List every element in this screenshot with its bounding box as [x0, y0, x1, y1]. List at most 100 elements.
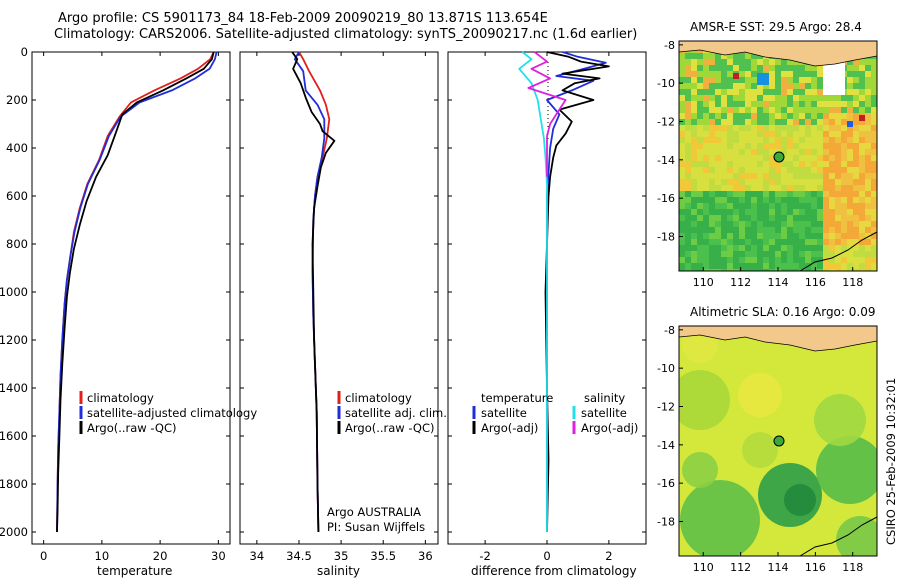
sst-cell — [679, 179, 685, 185]
sst-cell — [691, 59, 697, 65]
map-y-tick-label: -10 — [657, 362, 675, 375]
sst-cell — [775, 113, 781, 119]
sst-cell — [721, 251, 727, 257]
sst-cell — [703, 137, 709, 143]
sst-cell — [757, 269, 763, 271]
sst-cell — [853, 59, 859, 65]
sst-cell — [823, 215, 829, 221]
sst-cell — [793, 71, 799, 77]
sst-cell — [691, 83, 697, 89]
sst-cell — [859, 263, 865, 269]
sst-cell — [853, 197, 859, 203]
sst-cell — [871, 233, 877, 239]
sst-cell — [775, 209, 781, 215]
sla-argo-marker — [773, 435, 785, 447]
sst-cell — [841, 245, 847, 251]
sst-cell — [781, 233, 787, 239]
sst-cell — [823, 137, 829, 143]
sst-cell — [811, 113, 817, 119]
sst-cell — [775, 107, 781, 113]
sst-cell — [769, 263, 775, 269]
salinity-plot-frame — [239, 51, 439, 545]
sst-cell — [847, 125, 853, 131]
sst-cell — [793, 263, 799, 269]
sst-cell — [697, 257, 703, 263]
x-tick-label: 0 — [543, 549, 550, 563]
sst-cell — [859, 185, 865, 191]
sst-cell — [817, 203, 823, 209]
sst-cell — [751, 137, 757, 143]
sst-cell — [679, 83, 685, 89]
sst-cell — [727, 179, 733, 185]
sst-cell — [769, 197, 775, 203]
sst-cell — [823, 101, 829, 107]
sst-cell — [859, 95, 865, 101]
sst-cell — [799, 119, 805, 125]
sst-cell — [733, 161, 739, 167]
sst-cell — [703, 263, 709, 269]
sst-cell — [715, 77, 721, 83]
sst-cell — [805, 185, 811, 191]
map-x-tick-label: 118 — [842, 561, 863, 574]
sst-cell — [757, 143, 763, 149]
sst-cell — [871, 113, 877, 119]
sst-cell — [781, 167, 787, 173]
sst-cell — [799, 65, 805, 71]
sst-cell — [721, 221, 727, 227]
sst-cell — [853, 101, 859, 107]
sst-cell — [703, 155, 709, 161]
sst-cell — [871, 107, 877, 113]
series-line-temp-satellite — [546, 51, 607, 532]
sst-cell — [847, 71, 853, 77]
sst-cell — [871, 239, 877, 245]
x-tick-label: -2 — [479, 549, 490, 563]
sst-cell — [751, 125, 757, 131]
sst-cell — [853, 209, 859, 215]
sst-cell — [811, 137, 817, 143]
sst-cell — [829, 113, 835, 119]
sst-cell — [859, 59, 865, 65]
sst-cell — [823, 251, 829, 257]
sst-cell — [763, 113, 769, 119]
sst-cell — [847, 107, 853, 113]
sst-cell — [685, 77, 691, 83]
sst-cell — [715, 149, 721, 155]
sst-cell — [751, 113, 757, 119]
salinity-axis-label: salinity — [317, 564, 360, 578]
sst-cell — [823, 269, 829, 271]
sst-cell — [721, 167, 727, 173]
sst-cell — [817, 251, 823, 257]
sst-cell — [733, 143, 739, 149]
sst-cell — [829, 173, 835, 179]
sst-cell — [835, 197, 841, 203]
sst-cell — [787, 257, 793, 263]
sst-cell — [811, 197, 817, 203]
sst-cell — [817, 125, 823, 131]
sst-cell — [733, 77, 739, 83]
sst-cell — [853, 227, 859, 233]
sst-cell — [757, 185, 763, 191]
sst-cell — [829, 155, 835, 161]
sst-cell — [781, 95, 787, 101]
sst-cell — [835, 113, 841, 119]
sst-cell — [703, 257, 709, 263]
sst-cell — [715, 269, 721, 271]
sst-cell — [769, 107, 775, 113]
map-x-tick-label: 116 — [805, 276, 826, 289]
sst-cell — [823, 161, 829, 167]
sst-cell — [745, 101, 751, 107]
sst-cell — [733, 149, 739, 155]
sst-cell — [769, 191, 775, 197]
sst-cell — [679, 95, 685, 101]
sst-cell — [787, 203, 793, 209]
sst-cell — [697, 245, 703, 251]
sst-cell — [703, 173, 709, 179]
sst-cell — [793, 239, 799, 245]
sst-cell — [871, 167, 877, 173]
sst-cell — [763, 167, 769, 173]
sst-cell — [727, 239, 733, 245]
sst-cell — [739, 245, 745, 251]
sst-cell — [853, 191, 859, 197]
sst-cell — [865, 77, 871, 83]
sst-cell — [793, 185, 799, 191]
